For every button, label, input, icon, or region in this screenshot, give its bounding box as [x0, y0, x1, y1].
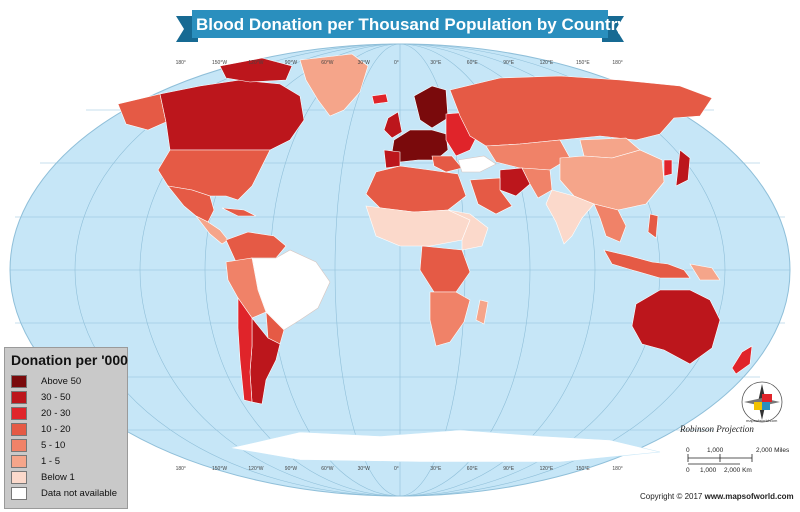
- longitude-label: 150°E: [576, 60, 590, 66]
- legend-label: 10 - 20: [41, 424, 71, 435]
- scale-km-unit: 2,000 Km: [724, 467, 752, 474]
- russia: [449, 75, 713, 147]
- legend-swatch: [11, 375, 27, 388]
- japan: [675, 149, 691, 187]
- canada-islands: [219, 57, 293, 83]
- legend: Donation per '000 Above 50 30 - 50 20 - 30…: [4, 347, 128, 509]
- usa: [157, 149, 271, 201]
- map-title: Blood Donation per Thousand Population b…: [196, 15, 627, 34]
- longitude-label: 60°E: [466, 466, 478, 472]
- longitude-label: 150°W: [212, 60, 228, 66]
- legend-title: Donation per '000: [11, 352, 128, 368]
- longitude-label: 120°W: [248, 466, 264, 472]
- scale-miles-zero: 0: [686, 447, 690, 454]
- copyright: Copyright © 2017 www.mapsofworld.com: [640, 492, 794, 501]
- longitude-label: 180°: [175, 466, 186, 472]
- legend-label: 1 - 5: [41, 456, 61, 467]
- afghanistan-pakistan: [521, 167, 553, 199]
- korea: [663, 159, 673, 177]
- legend-swatch: [11, 487, 27, 500]
- title-banner: [176, 10, 624, 42]
- longitude-label: 180°: [612, 466, 623, 472]
- longitude-label: 0°: [394, 60, 399, 66]
- alaska: [117, 93, 167, 131]
- legend-swatch: [11, 471, 27, 484]
- legend-label: 5 - 10: [41, 440, 66, 451]
- longitude-label: 120°E: [539, 466, 554, 472]
- copyright-prefix: Copyright © 2017: [640, 492, 703, 501]
- scale-miles-1000: 1,000: [707, 447, 724, 454]
- southeast-asia: [593, 203, 627, 243]
- legend-swatch: [11, 407, 27, 420]
- canada: [159, 79, 305, 151]
- iceland: [371, 93, 389, 105]
- australia: [631, 289, 721, 365]
- scale-km-1000: 1,000: [700, 467, 717, 474]
- longitude-label: 90°E: [503, 60, 515, 66]
- longitude-label: 60°W: [321, 60, 334, 66]
- turkey-caucasus: [457, 155, 497, 173]
- longitude-label: 60°W: [321, 466, 334, 472]
- middle-east: [469, 177, 513, 215]
- longitude-label: 90°W: [284, 60, 298, 66]
- longitude-label: 90°W: [284, 466, 298, 472]
- indonesia: [603, 249, 691, 279]
- greenland: [299, 53, 369, 117]
- legend-swatch: [11, 391, 27, 404]
- compass-rose-icon: mapsofworld.com: [741, 381, 783, 423]
- longitude-label: 60°E: [466, 60, 478, 66]
- china: [559, 149, 665, 211]
- balkans: [431, 155, 463, 173]
- papua: [689, 263, 721, 281]
- longitude-label: 120°W: [248, 60, 264, 66]
- longitude-label: 150°E: [576, 466, 590, 472]
- iberia: [383, 149, 401, 169]
- east-africa: [447, 209, 489, 251]
- india: [545, 189, 595, 245]
- southern-africa: [429, 291, 471, 347]
- philippines: [647, 213, 659, 239]
- legend-label: 20 - 30: [41, 408, 71, 419]
- north-africa: [365, 165, 467, 213]
- new-zealand: [731, 345, 753, 375]
- madagascar: [475, 299, 489, 325]
- legend-label: 30 - 50: [41, 392, 71, 403]
- copyright-site: www.mapsofworld.com: [704, 492, 794, 501]
- longitude-label: 0°: [394, 466, 399, 472]
- legend-swatch: [11, 455, 27, 468]
- uk-ireland: [383, 111, 403, 139]
- scale-km-zero: 0: [686, 467, 690, 474]
- longitude-label: 120°E: [539, 60, 554, 66]
- legend-swatch: [11, 439, 27, 452]
- legend-label: Below 1: [41, 472, 75, 483]
- compass-brand-text: mapsofworld.com: [746, 418, 778, 423]
- chile: [237, 297, 253, 403]
- mexico: [167, 185, 215, 223]
- legend-swatch: [11, 423, 27, 436]
- longitude-label: 30°W: [357, 60, 370, 66]
- longitude-label: 90°E: [503, 466, 515, 472]
- projection-label: Robinson Projection: [680, 424, 754, 434]
- legend-label: Above 50: [41, 376, 82, 387]
- antarctica: [229, 429, 661, 463]
- longitude-label: 180°: [175, 60, 186, 66]
- scale-miles-unit: 2,000 Miles: [756, 447, 790, 454]
- longitude-label: 30°E: [430, 60, 442, 66]
- longitude-label: 150°W: [212, 466, 228, 472]
- longitude-label: 30°W: [357, 466, 370, 472]
- caribbean: [221, 207, 257, 217]
- longitude-label: 30°E: [430, 466, 442, 472]
- scale-bar: [687, 454, 753, 465]
- legend-label: Data not available: [41, 488, 118, 499]
- peru-bolivia: [225, 257, 267, 319]
- longitude-label: 180°: [612, 60, 623, 66]
